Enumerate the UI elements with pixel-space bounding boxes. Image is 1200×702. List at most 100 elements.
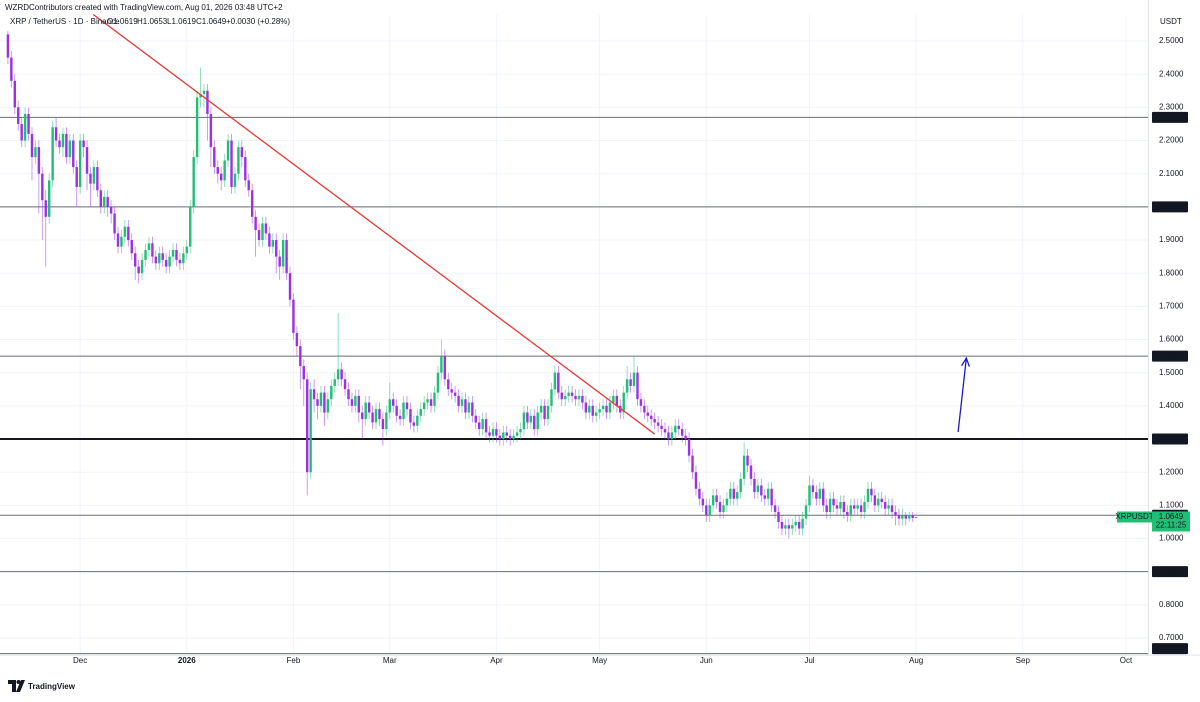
candle-body xyxy=(58,140,61,148)
candle-body xyxy=(914,516,918,518)
brand-logo xyxy=(8,680,25,692)
candle-body xyxy=(164,259,168,267)
legend-value: +0.0030 (+0.28%) xyxy=(226,17,290,26)
candle-body xyxy=(120,236,123,247)
candle-body xyxy=(842,502,846,512)
price-axis-panel xyxy=(1148,0,1200,655)
level-label-box xyxy=(1152,201,1188,213)
candle-body xyxy=(158,253,161,264)
candle-body xyxy=(698,488,701,499)
candle-body xyxy=(409,409,412,423)
candle-body xyxy=(75,167,78,187)
candle-body xyxy=(422,402,426,410)
candle-body xyxy=(708,505,711,516)
candle-body xyxy=(701,498,705,506)
candle-body xyxy=(130,240,133,254)
candle-body xyxy=(849,505,852,516)
header: WZRDContributors created with TradingVie… xyxy=(5,3,283,12)
candle-body xyxy=(818,488,822,499)
candle-body xyxy=(233,173,237,187)
candle-body xyxy=(161,253,164,260)
candle-body xyxy=(278,256,281,267)
candle-body xyxy=(866,488,870,503)
candle-body xyxy=(85,147,89,174)
candle-body xyxy=(612,395,615,403)
candle-body xyxy=(656,422,660,426)
y-tick-label: 1.5000 xyxy=(1159,368,1184,377)
candle-body xyxy=(285,240,288,274)
y-tick-label: 1.4000 xyxy=(1159,401,1184,410)
last-price-countdown: 22:11:25 xyxy=(1156,521,1187,530)
candle-body xyxy=(254,216,257,231)
candle-body xyxy=(722,505,725,512)
candle-body xyxy=(766,488,770,499)
candle-body xyxy=(264,223,268,234)
candle-body xyxy=(443,356,447,380)
candle-body xyxy=(588,405,591,413)
candle-body xyxy=(333,379,336,386)
candle-body xyxy=(175,249,178,260)
candle-body xyxy=(460,399,464,406)
level-label: 0.9000 xyxy=(1158,567,1183,576)
candle-body xyxy=(402,402,405,420)
candle-body xyxy=(385,412,388,430)
candle-body xyxy=(51,127,54,181)
level-label: 1.3000 xyxy=(1158,434,1183,443)
candle-body xyxy=(839,502,842,509)
level-label: 2.0000 xyxy=(1158,202,1183,211)
candle-body xyxy=(808,485,811,506)
candle-body xyxy=(78,140,82,187)
candle-body xyxy=(13,80,16,108)
candle-body xyxy=(357,395,361,413)
candle-body xyxy=(433,392,436,406)
y-tick-label: 2.4000 xyxy=(1159,69,1184,78)
candle-body xyxy=(37,147,41,174)
level-label: 1.5500 xyxy=(1158,351,1183,360)
candle-body xyxy=(749,465,753,479)
candle-body xyxy=(416,415,419,426)
logo-dot xyxy=(16,680,21,684)
candle-body xyxy=(887,505,890,509)
candle-body xyxy=(667,432,670,440)
candle-body xyxy=(168,256,171,267)
candle-body xyxy=(495,429,498,436)
candle-body xyxy=(436,372,440,393)
candle-body xyxy=(450,389,453,393)
y-tick-label: 2.1000 xyxy=(1159,169,1184,178)
candle-body xyxy=(756,485,760,493)
time-axis-panel xyxy=(0,654,1200,702)
candle-body xyxy=(619,405,622,413)
x-tick-label: Jun xyxy=(700,656,713,665)
candle-body xyxy=(271,240,275,247)
x-tick-label: Apr xyxy=(490,656,503,665)
candle-body xyxy=(350,399,354,406)
candle-body xyxy=(846,511,849,516)
candle-body xyxy=(247,180,250,191)
candle-body xyxy=(419,409,422,416)
x-tick-label: Mar xyxy=(383,656,397,665)
candle-body xyxy=(154,256,158,264)
x-tick-label: Feb xyxy=(287,656,301,665)
candle-body xyxy=(526,412,529,423)
x-tick-label: 2026 xyxy=(178,656,196,665)
legend-value: H1.0653 xyxy=(137,17,168,26)
candle-body xyxy=(17,107,20,124)
candle-body xyxy=(825,505,828,512)
candle-body xyxy=(240,147,244,158)
x-tick-label: Oct xyxy=(1120,656,1133,665)
candle-body xyxy=(753,478,756,493)
candle-body xyxy=(725,498,729,506)
candle-body xyxy=(202,90,206,95)
candle-body xyxy=(508,435,512,440)
last-price-symbol-box xyxy=(1117,511,1152,523)
logo-mark xyxy=(8,680,16,692)
candle-body xyxy=(502,432,505,440)
trendline xyxy=(92,13,656,435)
candle-body xyxy=(412,422,416,426)
candle-body xyxy=(140,259,144,274)
x-tick-label: Sep xyxy=(1016,656,1031,665)
candle-body xyxy=(760,485,763,496)
candle-body xyxy=(199,94,202,98)
candle-body xyxy=(883,502,887,509)
candle-body xyxy=(275,240,278,257)
